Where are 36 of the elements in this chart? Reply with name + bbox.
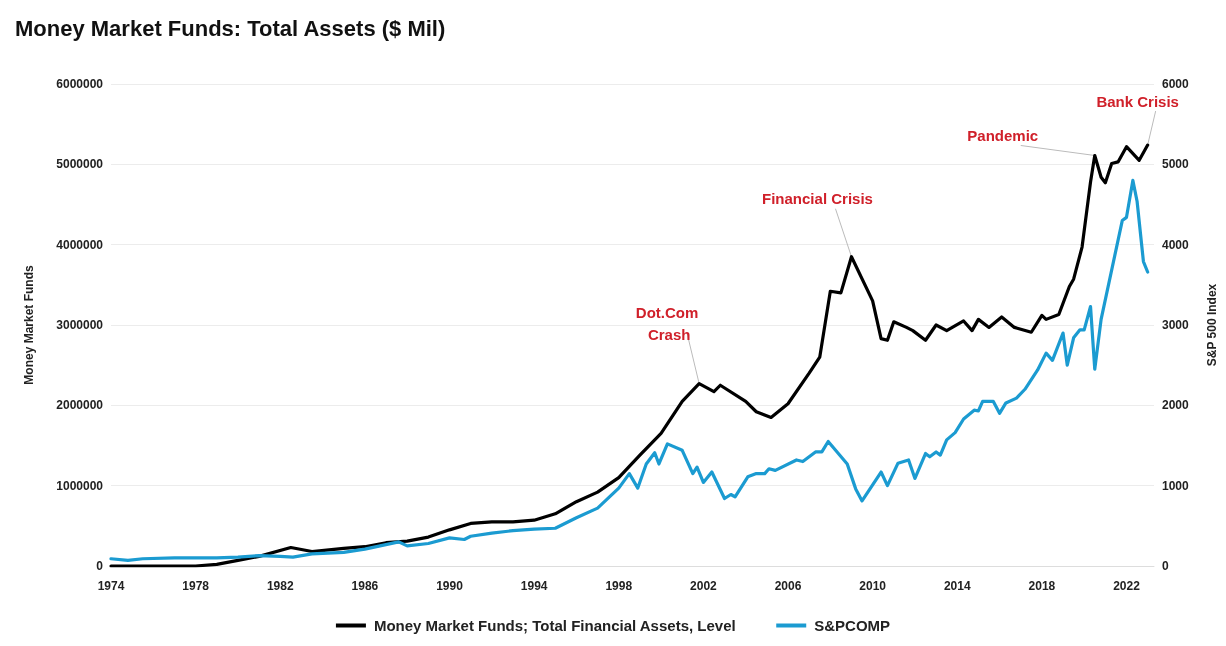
y-tick-label: 3000000 [56, 318, 104, 332]
annotation: Pandemic [967, 127, 1039, 144]
y-tick-label: 0 [96, 559, 104, 573]
y2-axis-title: S&P 500 Index [1205, 283, 1219, 367]
x-tick-label: 2006 [774, 579, 802, 593]
x-tick-label: 2010 [859, 579, 887, 593]
y-tick-label: 2000000 [56, 398, 104, 413]
y2-tick-label: 6000 [1162, 77, 1190, 91]
annotation: Bank Crisis [1096, 92, 1179, 110]
x-tick-label: 2018 [1028, 579, 1056, 593]
x-tick-label: 1990 [436, 579, 464, 593]
y2-tick-label: 5000 [1162, 157, 1190, 172]
y-tick-label: 6000000 [56, 77, 104, 91]
x-tick-label: 1974 [97, 579, 125, 593]
x-tick-label: 1982 [266, 579, 294, 593]
y-tick-label: 5000000 [56, 157, 104, 172]
annotation: Dot.Com Crash [635, 304, 703, 344]
x-tick-label: 1986 [351, 579, 379, 593]
x-tick-label: 1994 [520, 579, 548, 593]
chart-title: Money Market Funds: Total Assets ($ Mil) [15, 15, 446, 41]
x-tick-label: 1998 [605, 579, 633, 593]
y2-tick-label: 1000 [1162, 478, 1190, 493]
x-tick-label: 2014 [943, 579, 971, 593]
x-tick-label: 1978 [182, 579, 210, 593]
y2-tick-label: 2000 [1162, 398, 1190, 413]
legend-label: S&PCOMP [814, 617, 891, 634]
y2-tick-label: 3000 [1162, 318, 1190, 332]
y-tick-label: 4000000 [56, 237, 104, 252]
annotation: Financial Crisis [762, 190, 873, 208]
y-tick-label: 1000000 [56, 478, 104, 493]
y-axis-title: Money Market Funds [22, 265, 36, 385]
y2-tick-label: 4000 [1162, 237, 1190, 252]
x-tick-label: 2022 [1113, 579, 1141, 593]
x-tick-label: 2002 [690, 579, 718, 593]
y2-tick-label: 0 [1162, 559, 1169, 573]
legend-label: Money Market Funds; Total Financial Assets, Level [373, 617, 736, 634]
